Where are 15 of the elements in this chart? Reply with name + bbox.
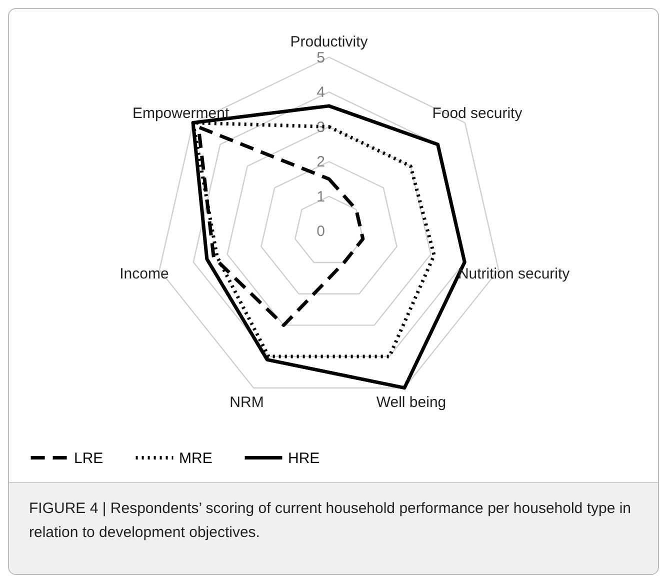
y-tick-label: 1 <box>316 188 325 206</box>
y-tick-label: 0 <box>316 223 325 240</box>
spoke-label: NRM <box>230 394 264 411</box>
spoke-label: Income <box>120 265 169 282</box>
y-tick-label: 5 <box>316 49 325 66</box>
spoke-label: Well being <box>376 394 446 411</box>
y-tick-label: 2 <box>316 154 325 171</box>
spoke-label: Productivity <box>290 34 368 51</box>
legend-label: HRE <box>288 450 320 467</box>
y-tick-label: 4 <box>316 84 325 102</box>
spoke-label: Food security <box>432 104 523 122</box>
spoke-label: Empowerment <box>132 104 230 122</box>
legend-label: MRE <box>179 450 212 467</box>
legend-label: LRE <box>74 450 104 467</box>
caption: FIGURE 4 | Respondents’ scoring of current household performance per household type in relation to development objectives. <box>9 482 658 574</box>
